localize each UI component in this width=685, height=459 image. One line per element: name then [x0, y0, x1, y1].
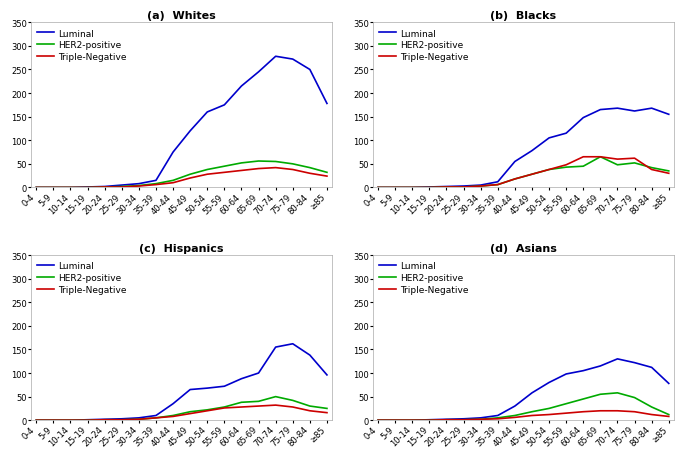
Legend: Luminal, HER2-positive, Triple-Negative: Luminal, HER2-positive, Triple-Negative — [36, 260, 129, 296]
Legend: Luminal, HER2-positive, Triple-Negative: Luminal, HER2-positive, Triple-Negative — [377, 260, 471, 296]
Title: (b)  Blacks: (b) Blacks — [490, 11, 556, 21]
Legend: Luminal, HER2-positive, Triple-Negative: Luminal, HER2-positive, Triple-Negative — [377, 28, 471, 64]
Title: (d)  Asians: (d) Asians — [490, 243, 557, 253]
Title: (c)  Hispanics: (c) Hispanics — [139, 243, 224, 253]
Title: (a)  Whites: (a) Whites — [147, 11, 216, 21]
Legend: Luminal, HER2-positive, Triple-Negative: Luminal, HER2-positive, Triple-Negative — [36, 28, 129, 64]
